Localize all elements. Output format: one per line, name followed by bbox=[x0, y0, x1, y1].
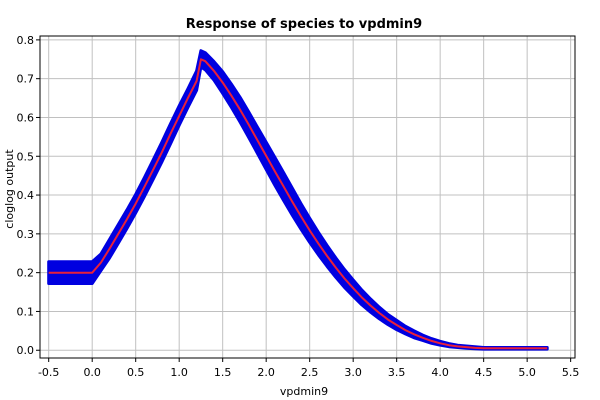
x-tick-label: 4.5 bbox=[475, 366, 493, 379]
x-tick-label: 2.5 bbox=[301, 366, 319, 379]
x-tick-label: 2.0 bbox=[257, 366, 275, 379]
confidence-band bbox=[47, 49, 549, 351]
y-tick-label: 0.3 bbox=[17, 228, 35, 241]
x-tick-label: 1.5 bbox=[214, 366, 232, 379]
x-tick-label: 3.5 bbox=[388, 366, 406, 379]
x-tick-label: -0.5 bbox=[38, 366, 59, 379]
y-tick-labels: 0.0 0.1 0.2 0.3 0.4 0.5 0.6 0.7 0.8 bbox=[17, 34, 35, 357]
mean-response-line bbox=[48, 58, 548, 350]
y-tick-label: 0.0 bbox=[17, 344, 35, 357]
x-tick-label: 1.0 bbox=[170, 366, 188, 379]
y-tick-label: 0.4 bbox=[17, 189, 35, 202]
grid-lines bbox=[40, 36, 575, 358]
chart-title: Response of species to vpdmin9 bbox=[186, 17, 422, 32]
mean-line bbox=[48, 58, 548, 350]
x-tick-label: 5.0 bbox=[518, 366, 536, 379]
axes bbox=[36, 35, 576, 362]
y-tick-label: 0.6 bbox=[17, 111, 35, 124]
y-axis-label: cloglog output bbox=[3, 149, 16, 229]
plot-frame bbox=[39, 35, 576, 359]
y-tick-label: 0.2 bbox=[17, 267, 35, 280]
x-tick-label: 5.5 bbox=[562, 366, 580, 379]
x-tick-label: 3.0 bbox=[344, 366, 362, 379]
y-tick-label: 0.8 bbox=[17, 34, 35, 47]
x-tick-label: 0.0 bbox=[83, 366, 101, 379]
x-tick-label: 0.5 bbox=[127, 366, 145, 379]
x-tick-labels: -0.5 0.0 0.5 1.0 1.5 2.0 2.5 3.0 3.5 4.0 4.5 5.0 5.5 bbox=[38, 366, 579, 379]
band-area bbox=[47, 49, 549, 351]
y-tick-label: 0.1 bbox=[17, 305, 35, 318]
x-tick-label: 4.0 bbox=[431, 366, 449, 379]
y-tick-label: 0.7 bbox=[17, 73, 35, 86]
x-axis-label: vpdmin9 bbox=[280, 385, 328, 398]
y-tick-label: 0.5 bbox=[17, 150, 35, 163]
